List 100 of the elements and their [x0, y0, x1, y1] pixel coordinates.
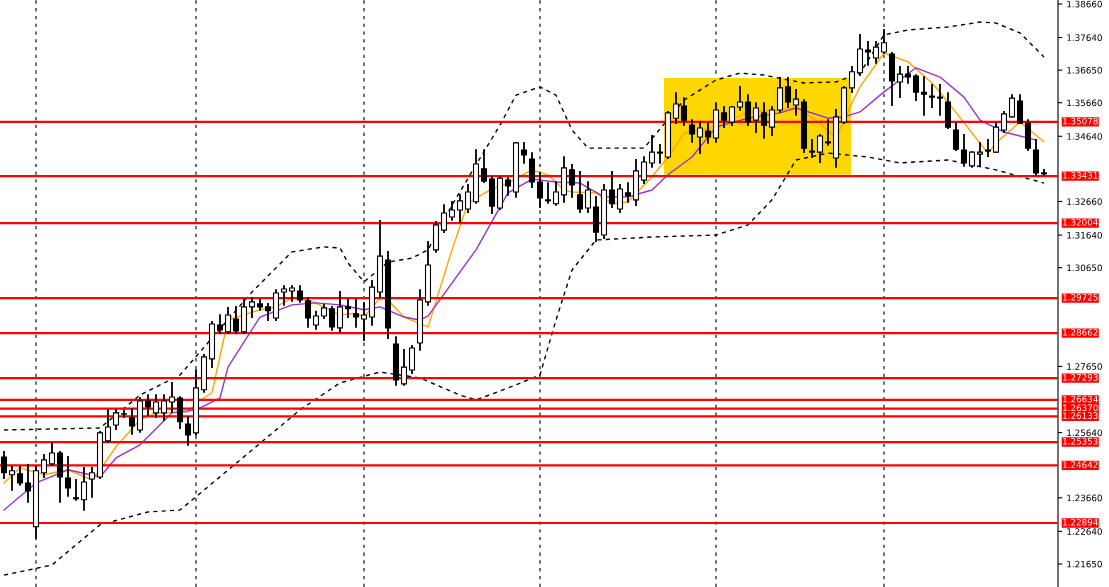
candlestick	[160, 394, 168, 421]
candlestick	[696, 121, 704, 154]
candlestick	[528, 152, 536, 188]
candlestick	[280, 285, 288, 306]
candlestick	[88, 466, 96, 498]
y-tick-label: 1.25640	[1067, 429, 1102, 437]
candlestick	[672, 92, 680, 125]
ref-line-label: 1.24642	[1063, 461, 1098, 468]
candlestick	[584, 181, 592, 213]
candlestick	[464, 184, 472, 213]
candlestick	[40, 454, 48, 478]
candlestick	[688, 119, 696, 143]
candlestick	[72, 479, 80, 501]
candlestick	[616, 184, 624, 213]
candlestick	[608, 170, 616, 208]
y-tick-label: 1.37640	[1067, 34, 1102, 41]
y-tick-label: 1.34640	[1067, 133, 1102, 140]
candlestick	[728, 106, 736, 127]
candlestick	[0, 451, 8, 479]
candlestick	[720, 106, 728, 128]
candlestick	[984, 139, 992, 157]
y-tick-label: 1.36650	[1067, 66, 1102, 74]
candlestick	[576, 170, 584, 213]
candlestick	[928, 84, 936, 108]
candlestick	[824, 119, 832, 146]
candlestick	[648, 135, 656, 168]
candlestick	[1000, 111, 1008, 133]
candlestick	[520, 141, 528, 164]
candlestick	[184, 415, 192, 446]
candlestick	[8, 465, 16, 491]
candlestick	[792, 88, 800, 116]
candlestick	[248, 297, 256, 318]
candlestick	[784, 77, 792, 108]
candlestick	[232, 305, 240, 334]
ref-line-label: 1.26634	[1063, 395, 1098, 403]
candlestick	[480, 149, 488, 183]
ref-line-label: 1.33431	[1063, 172, 1098, 179]
ref-line-label: 1.35078	[1063, 117, 1098, 125]
candlestick	[400, 349, 408, 386]
candlestick	[736, 86, 744, 111]
candlestick	[904, 65, 912, 84]
candlestick	[656, 143, 664, 164]
candlestick	[448, 200, 456, 221]
candlestick	[352, 299, 360, 328]
ref-line-label: 1.29725	[1063, 294, 1098, 301]
ref-line-label: 1.25353	[1063, 437, 1098, 445]
candlestick	[568, 164, 576, 198]
candlestick	[264, 302, 272, 321]
candlestick	[24, 463, 32, 503]
ref-line-label: 1.26133	[1063, 412, 1098, 419]
y-tick-label: 1.27650	[1067, 363, 1102, 370]
candlestick	[1032, 139, 1040, 176]
candlestick	[16, 465, 24, 486]
candlestick	[1040, 168, 1048, 176]
y-tick-label: 1.38660	[1067, 0, 1102, 8]
candlestick	[552, 181, 560, 206]
candlestick	[640, 156, 648, 184]
candlestick	[768, 106, 776, 136]
candlestick	[624, 182, 632, 203]
candlestick	[752, 102, 760, 133]
candlestick	[960, 134, 968, 167]
candlestick	[848, 65, 856, 94]
y-tick-label: 1.30650	[1067, 264, 1102, 272]
candlestick	[952, 122, 960, 152]
y-tick-label: 1.21650	[1067, 560, 1102, 568]
y-tick-label: 1.35660	[1067, 99, 1102, 107]
ref-line-label: 1.32004	[1063, 219, 1098, 226]
ref-line-label: 1.27293	[1063, 374, 1098, 381]
candlestick	[176, 396, 184, 429]
candlestick	[144, 394, 152, 416]
candlestick	[864, 40, 872, 66]
candlestick	[304, 297, 312, 328]
y-tick-label: 1.23660	[1067, 494, 1102, 502]
candlestick	[544, 182, 552, 204]
y-tick-label: 1.31640	[1067, 231, 1102, 239]
candlestick	[152, 394, 160, 418]
candlestick	[224, 306, 232, 334]
y-tick-label: 1.32660	[1067, 198, 1102, 205]
candlestick	[440, 204, 448, 234]
candlestick	[680, 97, 688, 127]
candlestick	[128, 407, 136, 435]
candlestick	[80, 466, 88, 511]
candlestick	[856, 33, 864, 76]
candlestick	[1016, 94, 1024, 125]
ref-line-label: 1.22894	[1063, 518, 1098, 526]
ref-line-label: 1.26370	[1063, 404, 1098, 412]
candlestick	[936, 84, 944, 116]
candlestick	[408, 345, 416, 374]
candlestick	[760, 102, 768, 139]
candlestick	[1008, 94, 1016, 118]
y-tick-label: 1.22640	[1067, 528, 1102, 535]
candlestick	[912, 74, 920, 101]
candlestick	[704, 122, 712, 144]
candlestick	[336, 291, 344, 333]
ref-line-label: 1.28662	[1063, 329, 1098, 336]
candlestick	[456, 193, 464, 223]
candlestick	[48, 441, 56, 466]
candlestick	[744, 94, 752, 127]
candlestick	[328, 305, 336, 331]
candlestick	[64, 456, 72, 497]
